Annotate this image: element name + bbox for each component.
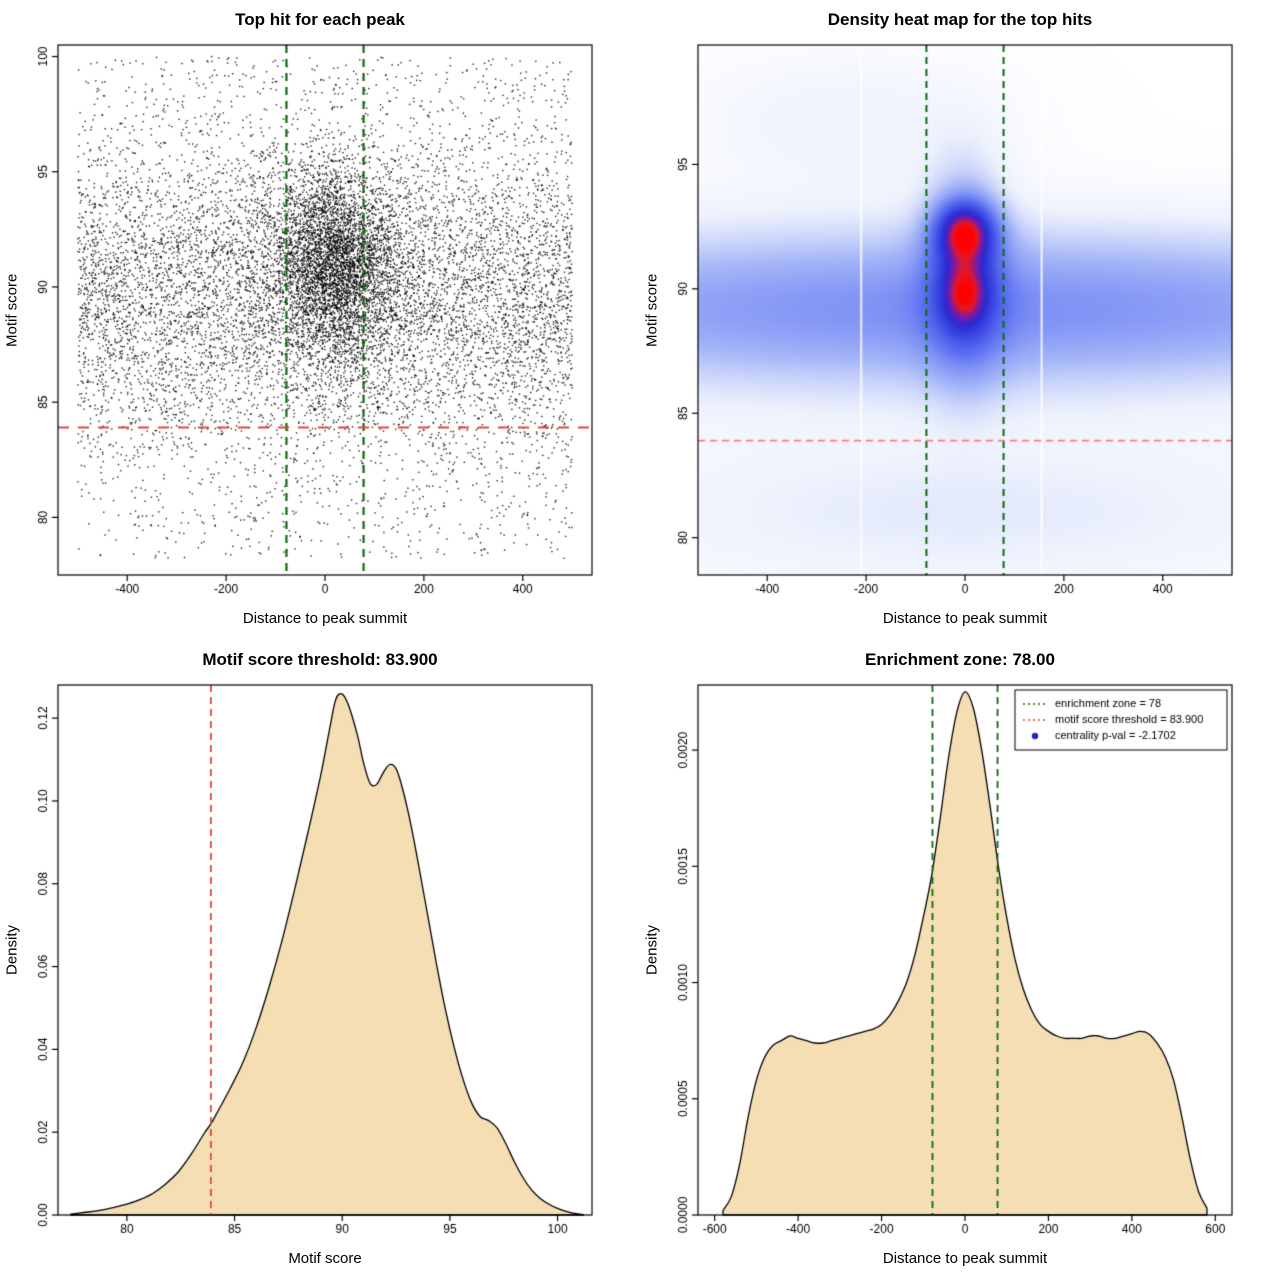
y-axis-label: Density bbox=[3, 924, 21, 976]
panel-title: Top hit for each peak bbox=[235, 10, 405, 29]
panel-title: Enrichment zone: 78.00 bbox=[865, 650, 1055, 669]
x-axis-label: Motif score bbox=[288, 1250, 362, 1267]
y-axis-label: Motif score bbox=[3, 273, 21, 347]
scatter-plot-canvas bbox=[0, 0, 640, 640]
panel-scatter: Top hit for each peak Distance to peak s… bbox=[0, 0, 640, 640]
x-axis-label: Distance to peak summit bbox=[242, 610, 408, 627]
panel-title: Density heat map for the top hits bbox=[827, 10, 1093, 29]
panel-title: Motif score threshold: 83.900 bbox=[202, 650, 438, 669]
score-density-plot-canvas bbox=[0, 640, 640, 1280]
x-axis-label: Distance to peak summit bbox=[882, 1250, 1048, 1267]
heatmap-plot-canvas bbox=[640, 0, 1280, 640]
distance-density-plot-canvas bbox=[640, 640, 1280, 1280]
panel-distance-density: Enrichment zone: 78.00 Distance to peak … bbox=[640, 640, 1280, 1280]
y-axis-label: Density bbox=[643, 924, 661, 976]
panel-heatmap: Density heat map for the top hits Distan… bbox=[640, 0, 1280, 640]
x-axis-label: Distance to peak summit bbox=[882, 610, 1048, 627]
panel-score-density: Motif score threshold: 83.900 Motif scor… bbox=[0, 640, 640, 1280]
y-axis-label: Motif score bbox=[643, 273, 661, 347]
